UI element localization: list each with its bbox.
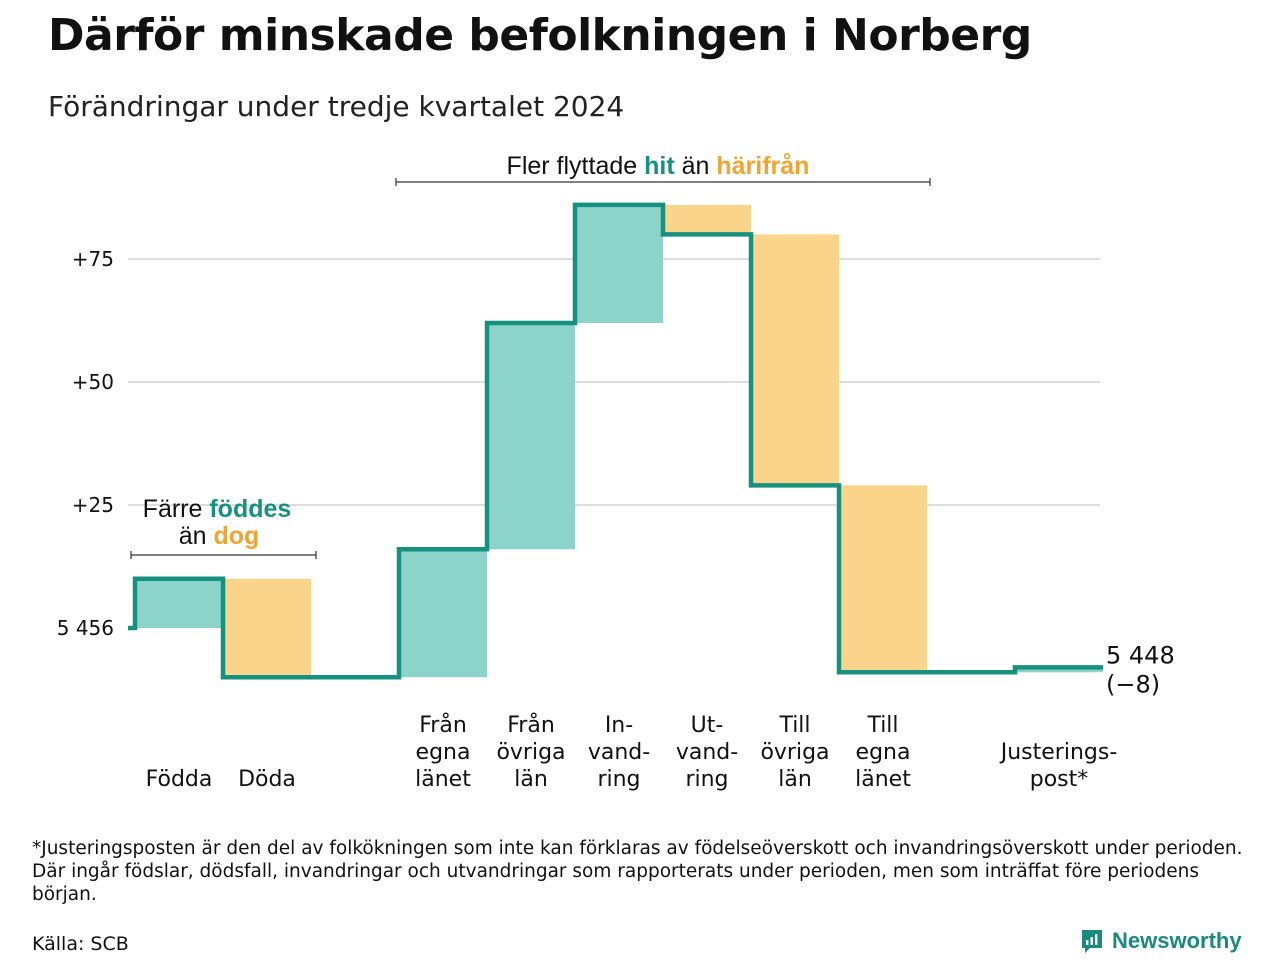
y-tick-label: 5 456 [57,616,114,640]
category-label-line: egna [856,740,911,765]
category-label-line: Från [419,712,467,738]
category-label-line: egna [416,740,471,765]
bars [135,204,1103,678]
annotation-highlight: föddes [209,495,291,523]
bar [223,578,311,678]
category-label: Justerings-post* [999,740,1118,792]
annotation-highlight: hit [644,152,675,180]
annotation-births-line1: Färre föddes [143,495,292,523]
category-label-line: vand- [676,740,738,765]
bar [135,578,223,628]
annotation-text: Färre [143,495,210,523]
annotation-births-line2: än dog [179,522,260,550]
y-tick-label: +25 [72,493,114,517]
category-label: Döda [238,767,296,792]
category-label-line: länet [415,767,471,792]
bar [839,485,927,673]
category-label: Till egna länet [855,713,911,792]
category-label-line: län [514,767,548,792]
bar [1015,667,1103,673]
category-label-line: Ut- [691,713,724,738]
category-label: In-vand-ring [588,713,650,792]
category-label-line: Döda [238,767,296,792]
footnote: *Justeringsposten är den del av folkökni… [32,838,1243,905]
end-value-label: 5 448 [1106,641,1175,669]
category-label-line: ring [685,767,728,792]
chart-title: Därför minskade befolkningen i Norberg [48,10,1032,61]
y-tick-label: +50 [72,370,114,394]
annotation-highlight: härifrån [716,152,809,180]
bar [399,549,487,678]
category-label-line: län [778,767,812,792]
category-label-line: vand- [588,740,650,765]
annotation-text: Fler flyttade [507,152,645,180]
annotation-highlight: dog [213,522,259,550]
chart-subtitle: Förändringar under tredje kvartalet 2024 [48,90,625,123]
bar [487,322,575,550]
step-line [128,202,1103,680]
category-label-line: övriga [760,740,829,765]
newsworthy-icon [1082,930,1102,953]
category-label-line: Justerings- [999,740,1118,765]
category-label-line: In- [605,713,633,738]
category-label: Till övriga län [760,713,829,792]
category-label-line: övriga [496,740,565,765]
category-label: Från egna länet [415,712,471,792]
category-label-line: Till [778,713,810,738]
category-label-line: ring [597,767,640,792]
category-label: Ut-vand-ring [676,713,738,792]
y-tick-label: +75 [72,247,114,271]
bar [575,204,663,323]
category-label-line: länet [855,767,911,792]
bar [751,234,839,486]
category-label-line: post* [1030,767,1089,792]
bar [663,204,751,235]
category-label-line: Födda [146,767,213,792]
category-label-line: Till [866,713,898,738]
category-label: Från övriga län [496,712,565,792]
annotation-text: än [179,522,214,550]
annotation-text: än [675,152,717,180]
end-change-label: (−8) [1106,670,1160,698]
category-label: Födda [146,767,213,792]
category-label-line: Från [507,712,555,738]
brand-logo: Newsworthy [1080,928,1242,954]
source-label: Källa: SCB [32,933,129,955]
brand-name: Newsworthy [1112,928,1242,953]
annotation-migration: Fler flyttade hit än härifrån [507,152,810,180]
series-line [128,202,1103,680]
